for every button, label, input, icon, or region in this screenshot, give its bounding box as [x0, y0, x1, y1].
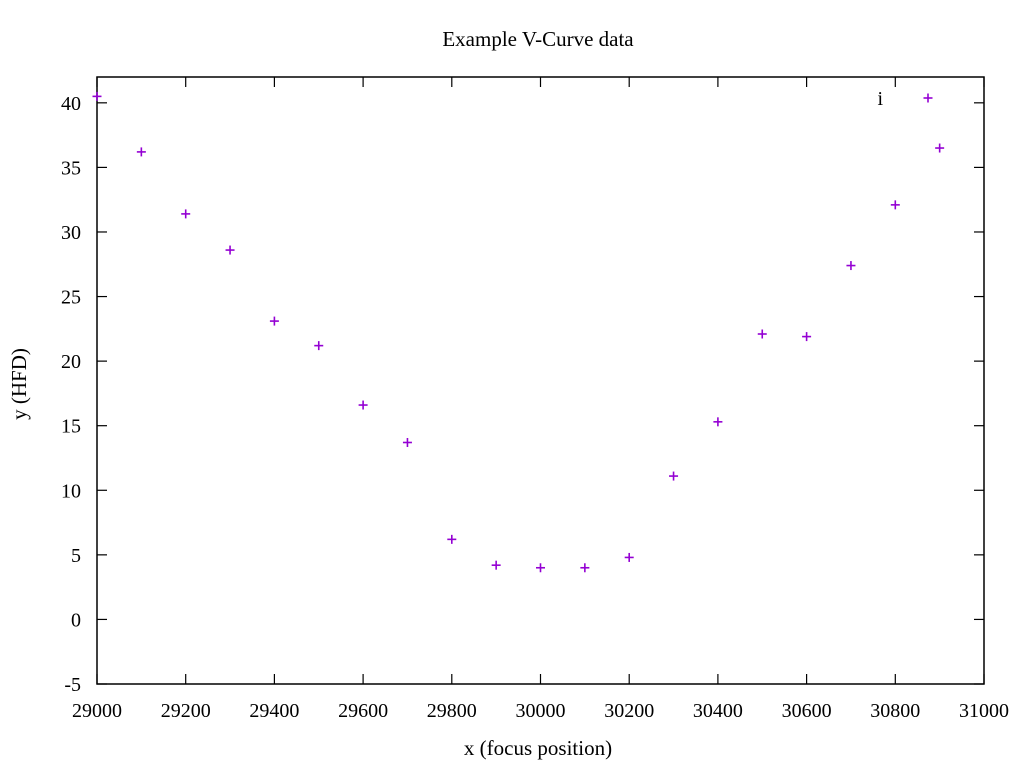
- x-tick-label: 29800: [427, 700, 477, 722]
- x-axis-title: x (focus position): [464, 736, 612, 760]
- data-point: [580, 563, 590, 573]
- data-point: [624, 552, 634, 562]
- y-tick-label: 30: [61, 222, 81, 244]
- x-tick-label: 30000: [516, 700, 566, 722]
- x-tick-label: 29600: [338, 700, 388, 722]
- data-point: [225, 245, 235, 255]
- data-point: [669, 471, 679, 481]
- x-tick-label: 29400: [249, 700, 299, 722]
- y-tick-label: 20: [61, 351, 81, 373]
- y-tick-label: 40: [61, 93, 81, 115]
- y-tick-label: 25: [61, 287, 81, 309]
- data-point: [269, 316, 279, 326]
- legend-marker: [923, 93, 933, 103]
- data-point: [757, 329, 767, 339]
- x-tick-label: 30400: [693, 700, 743, 722]
- y-tick-label: 15: [61, 416, 81, 438]
- legend-label: i: [877, 88, 883, 110]
- y-axis: -5 0 5 10 15 20 25 30 35 40: [61, 93, 984, 696]
- data-point: [846, 261, 856, 271]
- x-tick-label: 30200: [604, 700, 654, 722]
- data-point: [536, 563, 545, 573]
- data-point: [890, 200, 900, 210]
- data-point: [314, 341, 324, 351]
- data-point: [447, 534, 457, 544]
- x-axis: 29000 29200 29400 29600 29800 30000 30200 30400…: [72, 77, 1009, 722]
- data-point: [935, 143, 945, 153]
- plot-area-border: [96, 76, 985, 685]
- y-tick-label: -5: [64, 674, 81, 696]
- data-point: [92, 91, 102, 101]
- data-point: [802, 332, 812, 342]
- data-point: [491, 560, 501, 570]
- chart-title: Example V-Curve data: [442, 27, 634, 51]
- y-tick-label: 10: [61, 480, 81, 502]
- x-tick-label: 31000: [959, 700, 1009, 722]
- data-point: [402, 437, 412, 447]
- x-tick-label: 29000: [72, 700, 122, 722]
- legend: i: [877, 88, 933, 110]
- y-tick-label: 0: [71, 609, 81, 631]
- data-point: [713, 417, 723, 427]
- data-point: [358, 400, 368, 410]
- y-tick-label: 5: [71, 545, 81, 567]
- y-axis-title: y (HFD): [7, 348, 31, 420]
- y-tick-label: 35: [61, 157, 81, 179]
- x-tick-label: 30800: [870, 700, 920, 722]
- x-tick-label: 30600: [782, 700, 832, 722]
- data-point: [136, 147, 146, 157]
- x-tick-label: 29200: [161, 700, 211, 722]
- data-point: [181, 209, 191, 219]
- data-points: [92, 91, 945, 573]
